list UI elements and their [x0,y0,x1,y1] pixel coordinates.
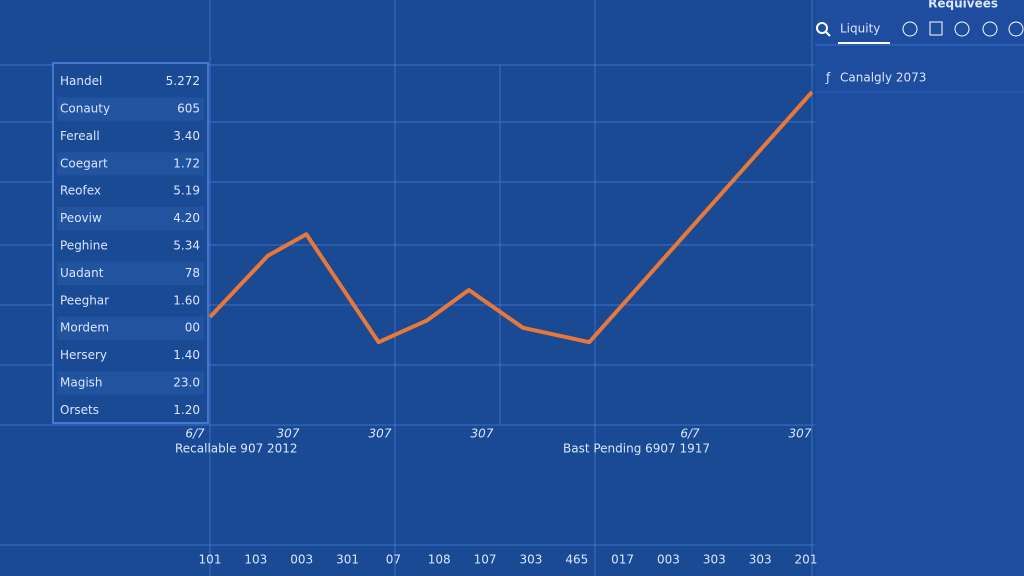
item-icon: ƒ [825,71,831,85]
axis-label: 6/7 [680,427,700,441]
row-bg [57,206,204,231]
row-value: 00 [185,321,200,335]
row-label: Conauty [60,102,110,116]
row-label: Peoviw [60,211,102,225]
row-bg [57,261,204,286]
row-label: Magish [60,375,103,389]
axis-label: 307 [369,427,392,441]
row-label: Uadant [60,266,104,280]
x-label: 201 [795,553,818,567]
x-label: 303 [749,553,772,567]
line-series [208,90,814,345]
row-value: 78 [185,266,200,280]
row-label: Hersery [60,348,107,362]
x-label: 07 [386,553,401,567]
row-value: 605 [177,102,200,116]
x-label: 003 [657,553,680,567]
x-label: 303 [519,553,542,567]
row-value: 4.20 [173,211,200,225]
caption: Bast Pending 6907 1917 [563,442,710,456]
axis-label: 307 [471,427,494,441]
row-value: 5.19 [173,184,200,198]
row-value: 23.0 [173,375,200,389]
row-value: 1.72 [173,156,200,170]
row-value: 1.40 [173,348,200,362]
search-icon[interactable] [816,22,828,34]
row-label: Orsets [60,403,99,417]
search-icon [825,31,831,37]
row-label: Coegart [60,156,108,170]
x-label: 303 [703,553,726,567]
x-label: 003 [290,553,313,567]
row-bg [57,316,204,340]
row-value: 3.40 [173,129,200,143]
row-value: 5.272 [166,74,200,88]
side-panel [815,0,1024,576]
x-label: 017 [611,553,634,567]
row-value: 5.34 [173,239,200,253]
row-bg [57,152,204,176]
icon-button[interactable] [929,21,943,36]
x-label: 301 [336,553,359,567]
row-label: Reofex [60,184,101,198]
icon-button[interactable] [1008,21,1024,37]
icon-button[interactable] [954,21,970,37]
row-label: Peghine [60,239,108,253]
x-label: 101 [199,553,222,567]
data-table [52,62,209,424]
row-label: Peeghar [60,293,109,307]
tab[interactable]: Liquity [840,22,880,36]
icon-button[interactable] [982,21,998,37]
axis-label: 307 [277,427,300,441]
caption: Recallable 907 2012 [175,442,298,456]
x-label: 103 [244,553,267,567]
axis-label: 6/7 [185,427,205,441]
row-value: 1.60 [173,293,200,307]
row-value: 1.20 [173,403,200,417]
panel-title: Requivees [928,0,998,11]
x-label: 108 [428,553,451,567]
side-item[interactable]: Canalgly 2073 [840,71,926,85]
axis-label: 307 [789,427,812,441]
x-label: 107 [474,553,497,567]
row-bg [57,371,204,395]
row-bg [57,97,204,121]
icon-button[interactable] [902,21,918,37]
row-label: Mordem [60,321,109,335]
x-label: 465 [565,553,588,567]
row-label: Handel [60,74,102,88]
row-label: Fereall [60,129,100,143]
